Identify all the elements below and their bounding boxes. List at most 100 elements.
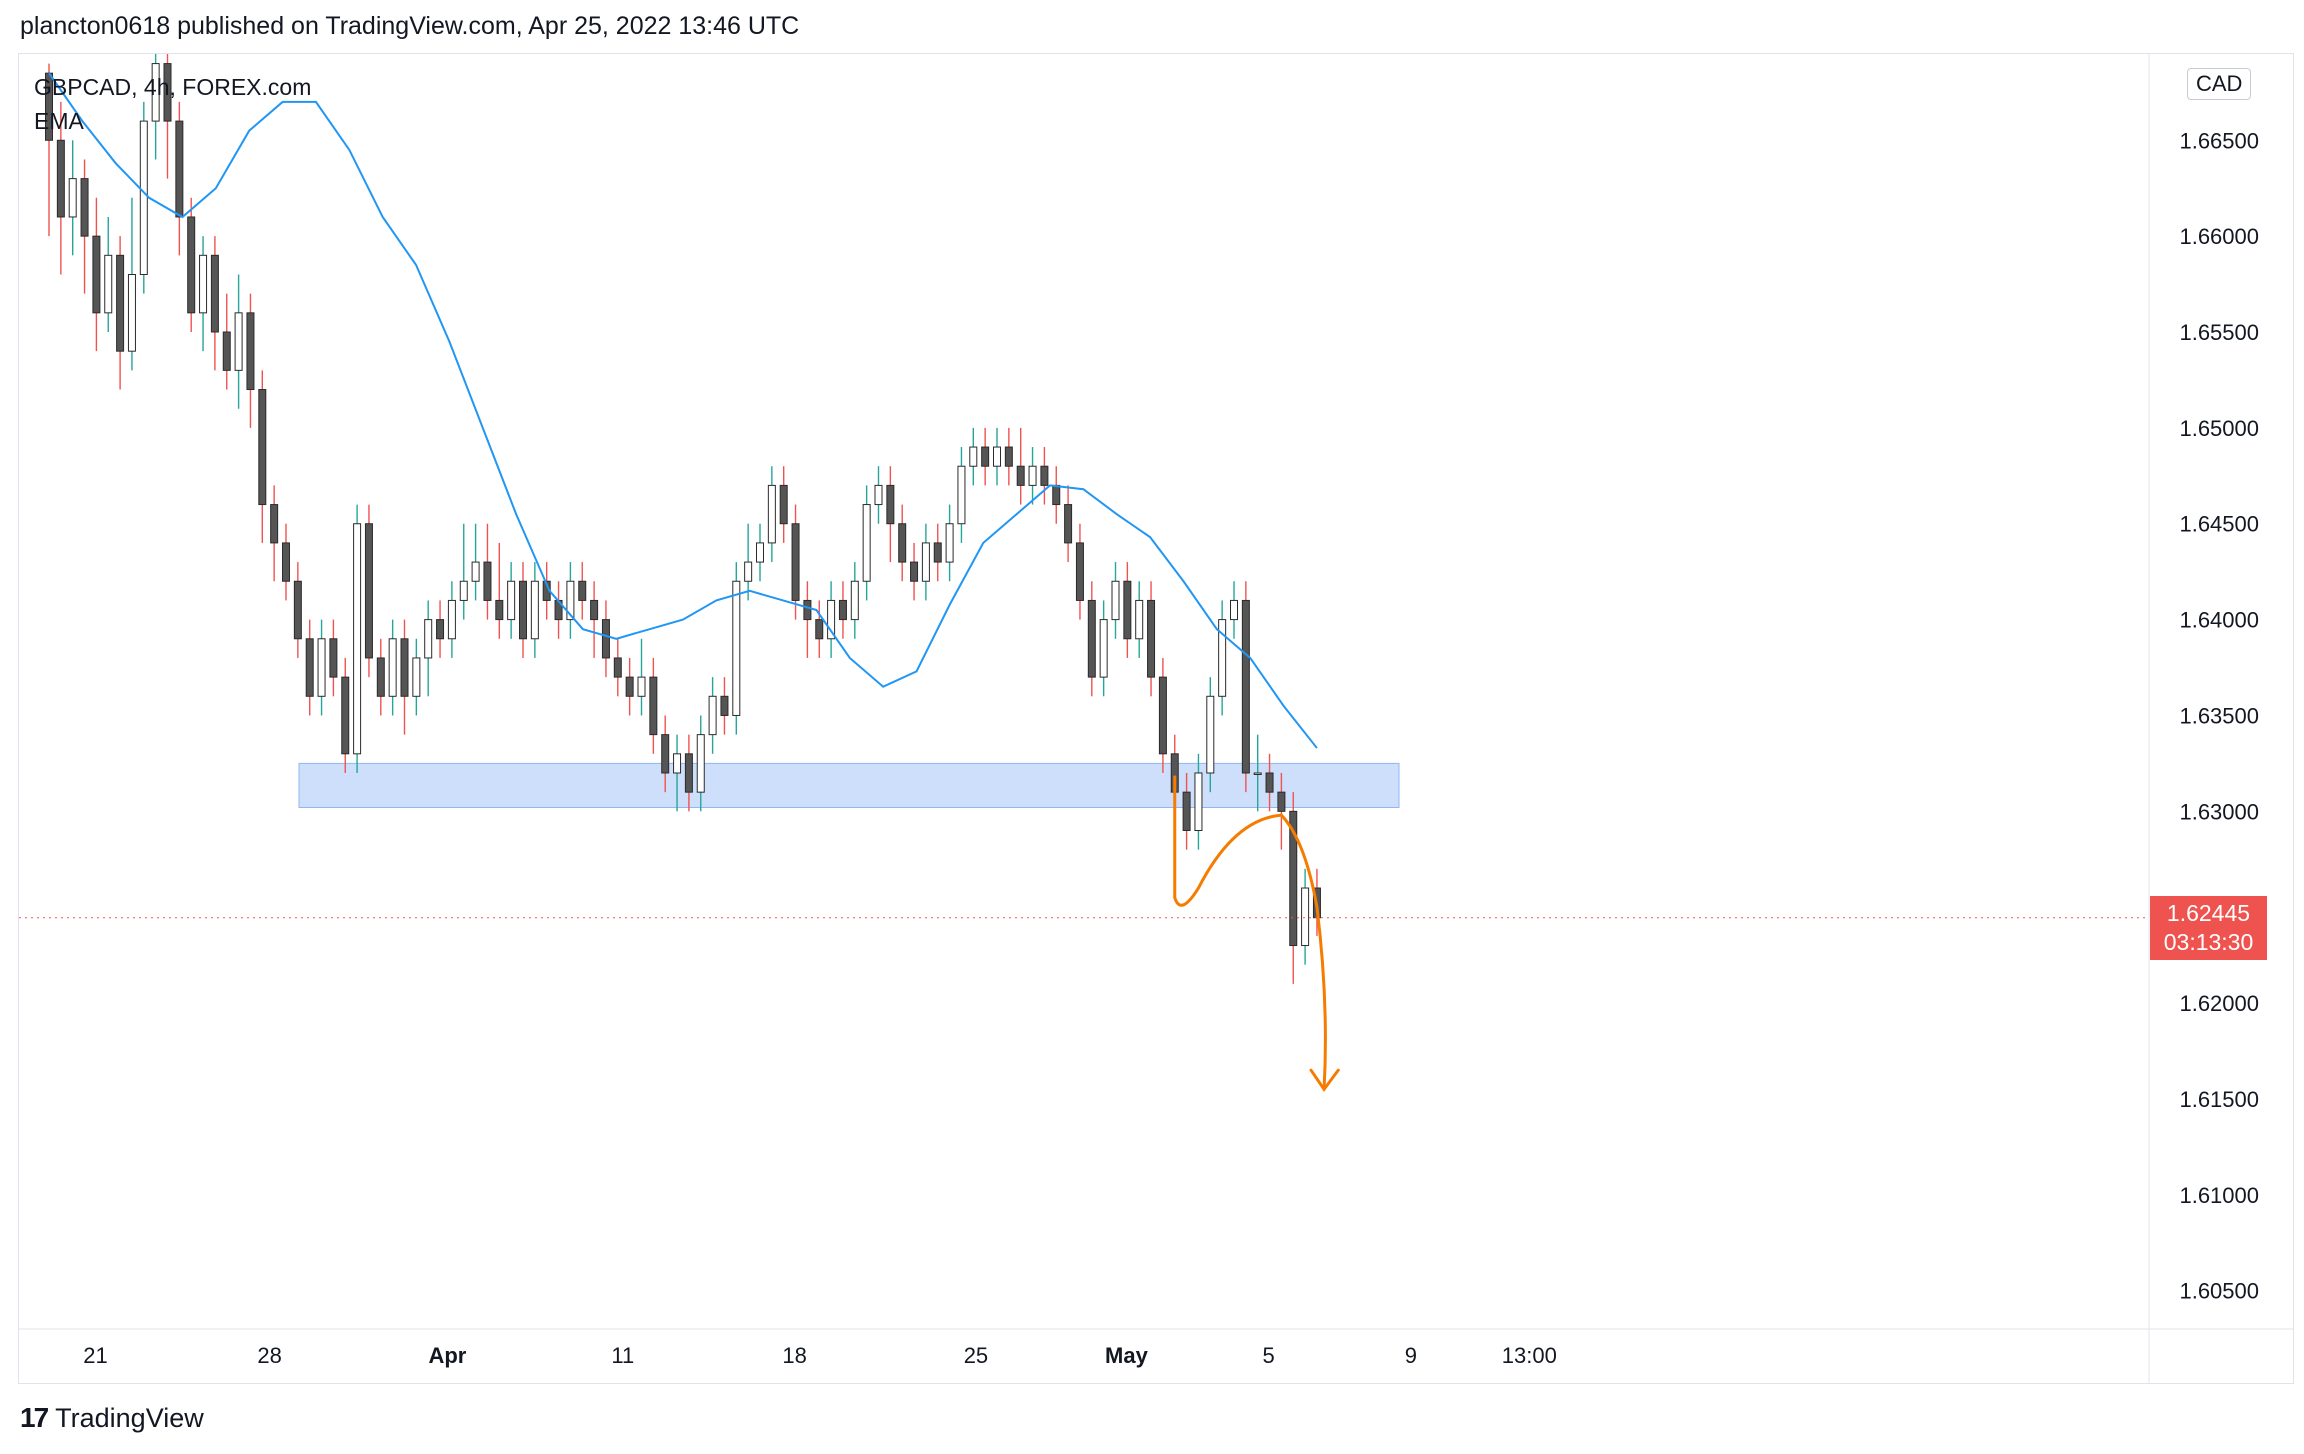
candle-body <box>139 120 148 275</box>
candle-body <box>886 484 895 525</box>
candle-body <box>566 580 575 621</box>
last-price-tag: 1.62445 03:13:30 <box>2150 896 2267 960</box>
candle-body <box>720 695 729 716</box>
candle-body <box>1301 887 1310 947</box>
candle-body <box>613 657 622 678</box>
candle-body <box>756 542 764 563</box>
arrow-head-icon <box>1309 1068 1340 1092</box>
x-tick-label: 9 <box>1405 1343 1417 1368</box>
candle-body <box>519 580 527 640</box>
currency-badge[interactable]: CAD <box>2187 68 2252 100</box>
candle-body <box>673 753 682 774</box>
y-tick-label: 1.65500 <box>2179 320 2259 345</box>
candle-body <box>803 599 812 621</box>
candle-body <box>68 178 77 218</box>
candle-body <box>507 580 516 621</box>
y-tick-label: 1.64500 <box>2179 512 2259 537</box>
candle-body <box>637 676 646 697</box>
support-zone <box>298 762 1400 808</box>
candle-body <box>601 619 610 659</box>
candle-body <box>187 216 196 314</box>
indicator-label[interactable]: EMA <box>34 108 84 134</box>
candle-body <box>459 580 468 601</box>
candle-body <box>1230 599 1238 621</box>
candle-body <box>530 580 539 640</box>
bar-countdown: 03:13:30 <box>2163 929 2254 955</box>
candle-body <box>116 254 125 352</box>
candle-body <box>957 465 966 525</box>
candle-body <box>1040 465 1049 486</box>
candle-body <box>246 312 255 391</box>
y-tick-label: 1.61500 <box>2179 1087 2259 1112</box>
candle-body <box>1028 465 1037 486</box>
candle-body <box>1016 465 1025 486</box>
candle-body <box>258 389 267 506</box>
candle-body <box>151 63 160 122</box>
publisher-line: plancton0618 published on TradingView.co… <box>20 12 800 40</box>
candle-body <box>1182 791 1191 832</box>
tradingview-footer[interactable]: 17 TradingView <box>20 1402 204 1434</box>
candle-body <box>791 523 800 601</box>
candle-body <box>127 273 136 352</box>
x-tick-label: 28 <box>257 1343 281 1368</box>
candle-body <box>436 619 445 640</box>
candle-body <box>1075 542 1084 601</box>
candle-body <box>495 599 504 621</box>
candle-body <box>862 504 871 582</box>
candle-body <box>1265 772 1274 793</box>
annotations <box>19 775 2149 1092</box>
y-tick-label: 1.64000 <box>2179 608 2259 633</box>
x-tick-label: Apr <box>428 1343 466 1368</box>
candle-body <box>270 504 279 544</box>
candle-body <box>1194 772 1203 832</box>
candle-body <box>625 676 634 697</box>
chart-canvas[interactable]: 1.605001.610001.615001.620001.625001.630… <box>19 54 2293 1383</box>
x-tick-label: 21 <box>83 1343 107 1368</box>
candle-body <box>1147 599 1156 678</box>
candle-body <box>649 676 658 736</box>
axes: 1.605001.610001.615001.620001.625001.630… <box>19 54 2293 1383</box>
brand-label: TradingView <box>55 1402 204 1433</box>
candle-body <box>827 599 836 640</box>
candle-body <box>815 619 824 640</box>
ema-line-layer <box>48 72 1318 749</box>
candle-body <box>92 235 101 314</box>
candle-body <box>364 523 373 659</box>
candle-body <box>898 523 907 563</box>
candles <box>45 54 1321 984</box>
x-tick-label: 13:00 <box>1502 1343 1557 1368</box>
candle-body <box>388 638 397 697</box>
candle-body <box>696 734 705 793</box>
candle-body <box>1123 580 1132 640</box>
candle-body <box>590 599 599 621</box>
candle-body <box>376 657 385 697</box>
candle-body <box>1277 791 1286 812</box>
chart-frame[interactable]: 1.605001.610001.615001.620001.625001.630… <box>18 53 2294 1384</box>
candle-body <box>234 312 243 371</box>
candle-body <box>1206 695 1215 774</box>
candle-body <box>1289 810 1298 947</box>
candle-body <box>874 484 883 506</box>
candle-body <box>1064 504 1073 544</box>
candle-body <box>210 254 219 333</box>
candle-body <box>222 331 231 371</box>
candle-body <box>578 580 587 601</box>
candle-body <box>329 638 338 678</box>
candle-body <box>945 523 954 563</box>
candle-body <box>1241 599 1250 774</box>
candle-body <box>1253 772 1262 775</box>
ema-line <box>48 72 1318 749</box>
candle-body <box>779 484 788 525</box>
x-tick-label: 18 <box>782 1343 806 1368</box>
candle-body <box>412 657 421 697</box>
y-tick-label: 1.60500 <box>2179 1279 2259 1304</box>
candle-body <box>981 446 990 467</box>
support-zone-layer <box>298 762 1400 808</box>
candle-body <box>317 638 326 697</box>
y-tick-label: 1.65000 <box>2179 416 2259 441</box>
y-tick-label: 1.61000 <box>2179 1183 2259 1208</box>
candle-body <box>838 599 847 621</box>
chart-legend: GBPCAD, 4h, FOREX.com EMA <box>34 70 311 138</box>
candle-body <box>293 580 302 640</box>
x-tick-label: 5 <box>1263 1343 1275 1368</box>
